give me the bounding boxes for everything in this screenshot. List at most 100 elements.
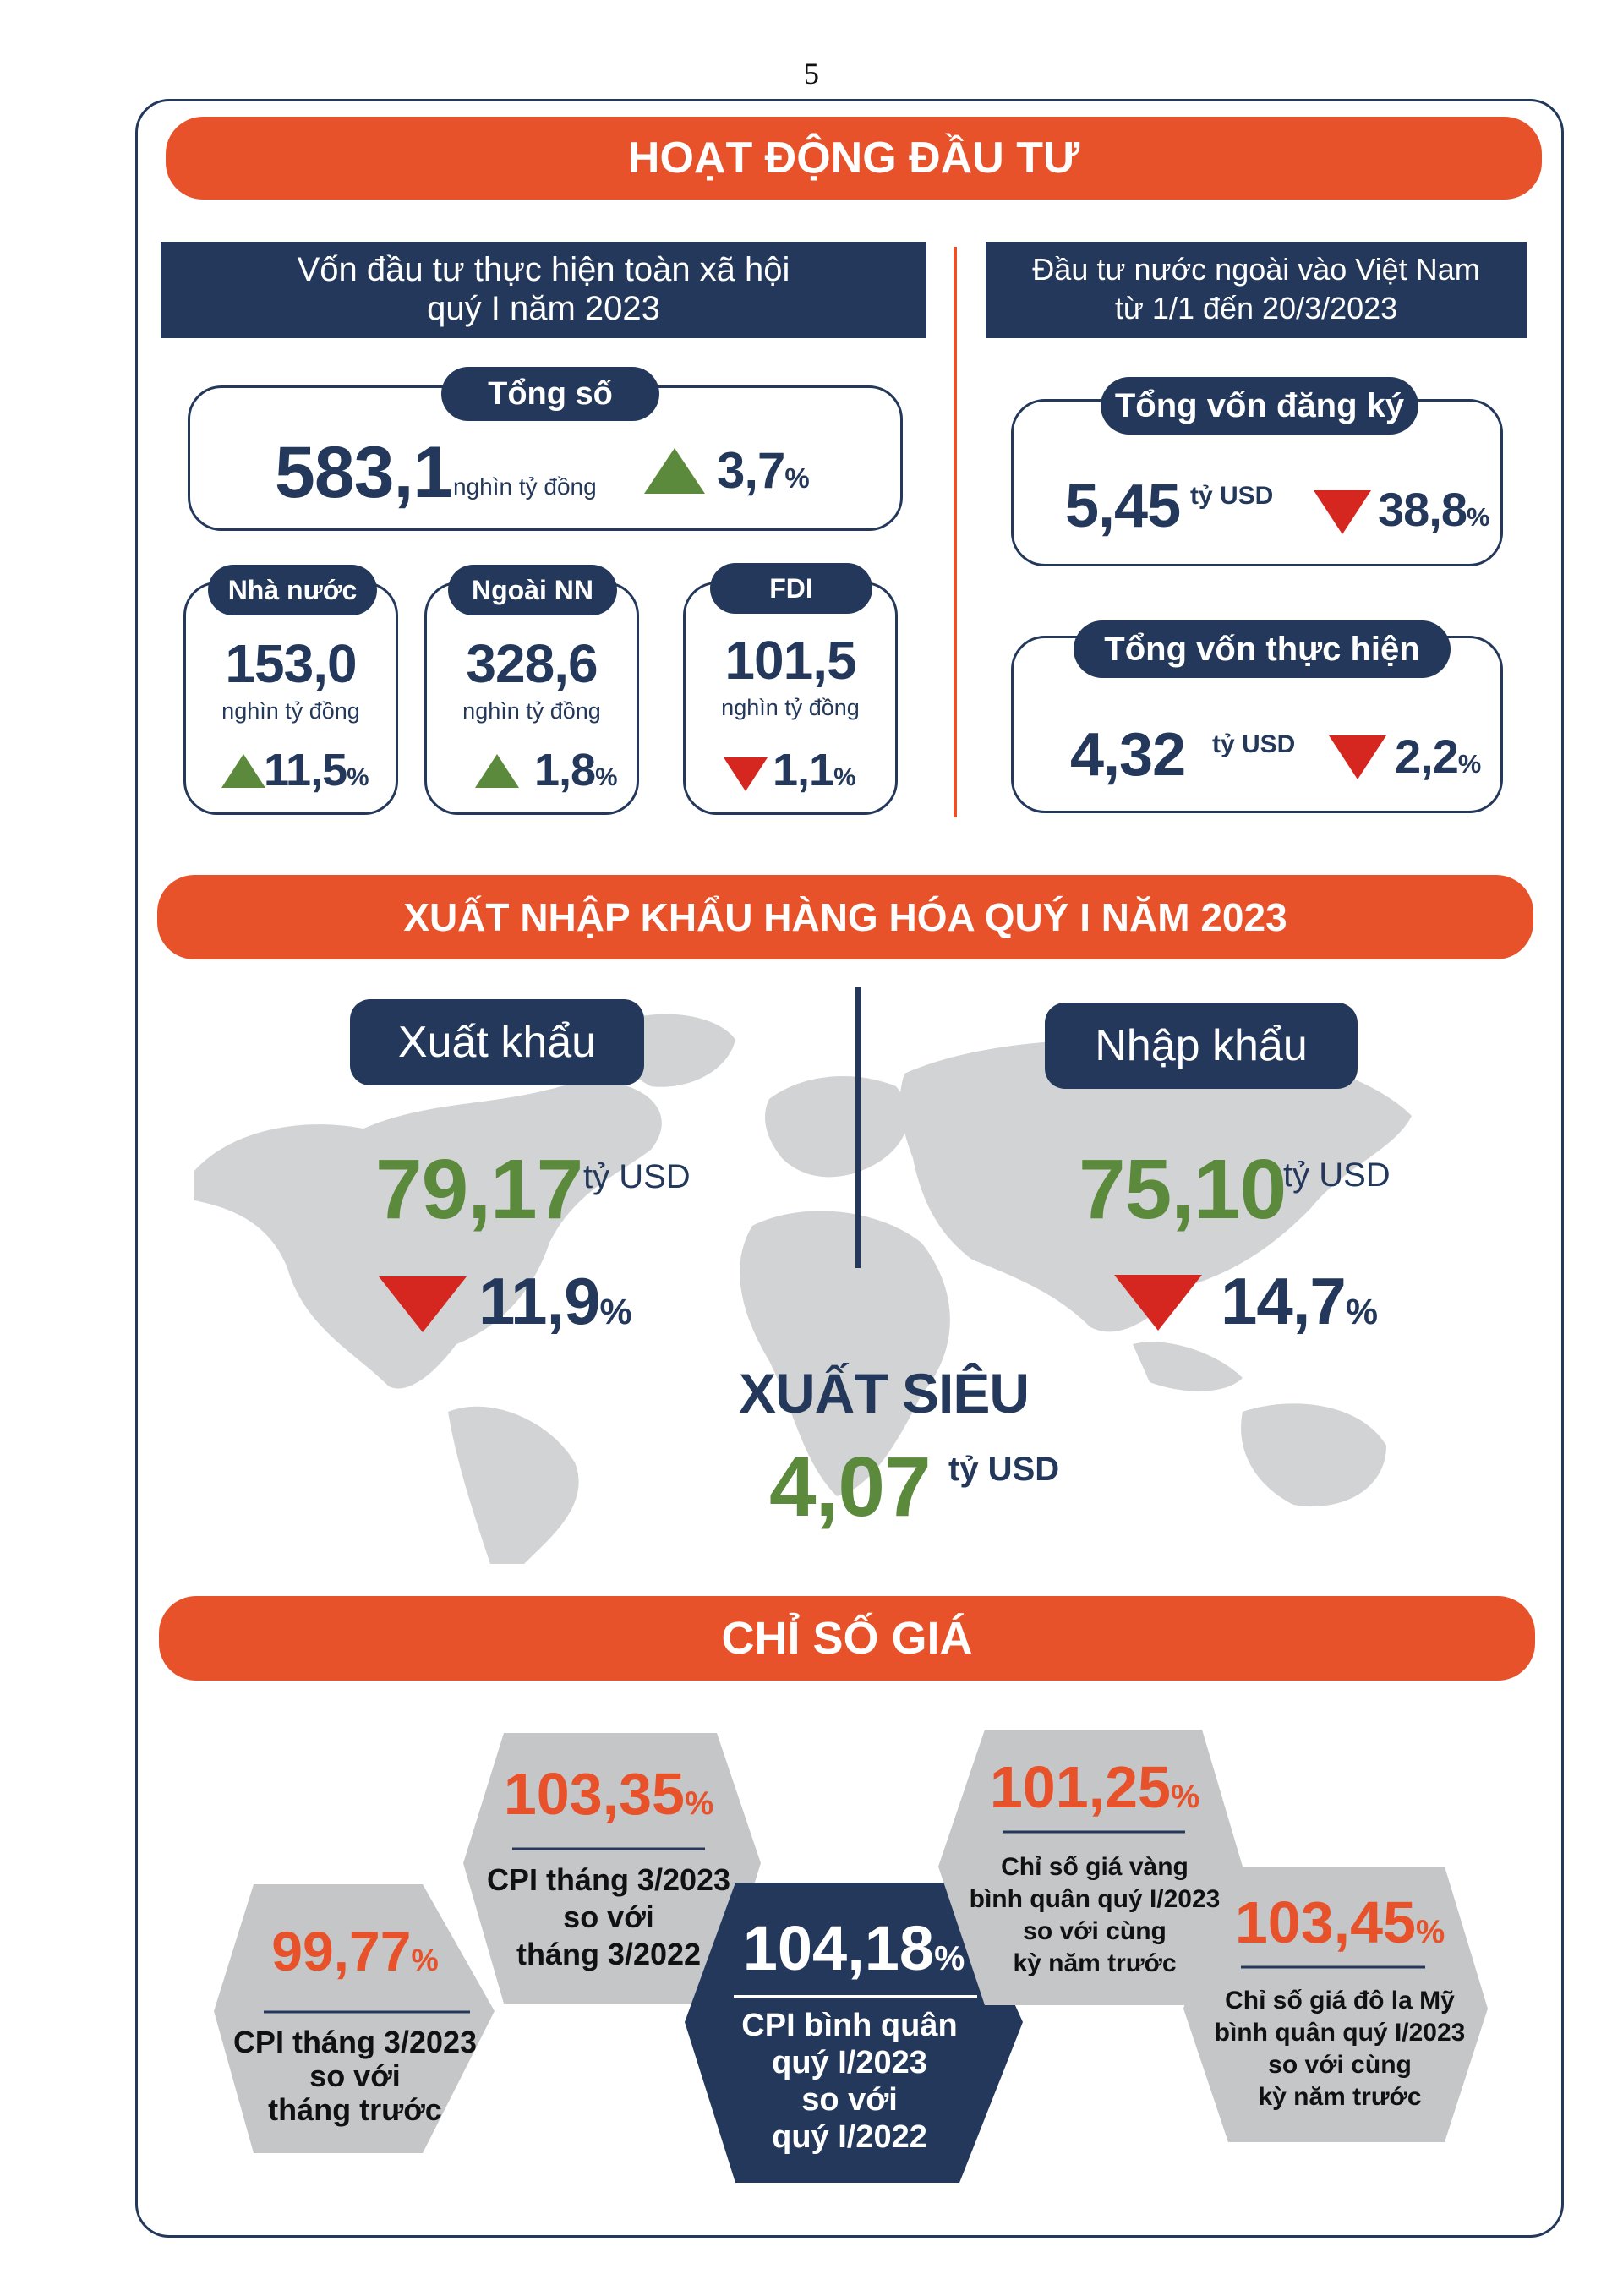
total-unit: nghìn tỷ đồng — [453, 473, 597, 500]
fdi-registered-label: Tổng vốn đăng ký — [1101, 377, 1418, 435]
part-down-icon-fdi — [724, 757, 768, 791]
right-header-line2: từ 1/1 đến 20/3/2023 — [1114, 291, 1398, 325]
part-label-fdi: FDI — [710, 563, 872, 614]
usd-value: 103,45% — [1234, 1889, 1445, 1955]
export-value: 79,17 — [375, 1142, 583, 1237]
part-value-private: 328,6 — [466, 633, 598, 694]
right-header: Đầu tư nước ngoài vào Việt Nam từ 1/1 đế… — [986, 242, 1527, 338]
part-label-state: Nhà nước — [208, 565, 377, 615]
gold-line3: so với cùng — [1023, 1917, 1167, 1945]
cpi-quarter-caption: CPI bình quân quý I/2023 so với quý I/20… — [719, 2007, 981, 2156]
part-unit-state: nghìn tỷ đồng — [221, 698, 360, 724]
part-value-state: 153,0 — [225, 633, 357, 694]
cpi-month-line2: so với — [309, 2058, 401, 2093]
fdi-disbursed-unit: tỷ USD — [1212, 730, 1296, 758]
cpi-month-line3: tháng trước — [268, 2092, 442, 2127]
cpi-month-line1: CPI tháng 3/2023 — [232, 2025, 478, 2059]
import-unit: tỷ USD — [1283, 1156, 1391, 1194]
part-unit-private: nghìn tỷ đồng — [462, 698, 601, 724]
cpi-year-line2: so với — [563, 1900, 654, 1934]
fdi-registered-down-icon — [1314, 490, 1371, 534]
world-map-image — [194, 1014, 1412, 1564]
fdi-disbursed-value: 4,32 — [1070, 721, 1186, 789]
usd-line4: kỳ năm trước — [1258, 2083, 1422, 2111]
cpi-year-line1: CPI tháng 3/2023 — [486, 1862, 731, 1897]
part-value-fdi: 101,5 — [724, 630, 856, 691]
usd-line3: so với cùng — [1268, 2051, 1412, 2079]
import-label: Nhập khẩu — [1045, 1003, 1358, 1089]
fdi-registered-unit: tỷ USD — [1190, 482, 1274, 510]
hex-cpi-quarter — [685, 1883, 1023, 2183]
cpi-quarter-line2: quý I/2023 — [772, 2045, 927, 2080]
cpi-quarter-line4: quý I/2022 — [772, 2119, 927, 2155]
left-header-line1: Vốn đầu tư thực hiện toàn xã hội — [297, 251, 790, 288]
cpi-month-value: 99,77% — [271, 1920, 439, 1982]
part-up-icon-private — [475, 754, 519, 788]
fdi-disbursed-label: Tổng vốn thực hiện — [1074, 620, 1451, 678]
total-value: 583,1 — [275, 432, 453, 513]
cpi-quarter-value: 104,18% — [742, 1913, 965, 1983]
cpi-year-caption: CPI tháng 3/2023 so với tháng 3/2022 — [482, 1861, 735, 1973]
fdi-registered-change: 38,8% — [1378, 483, 1489, 536]
import-down-icon — [1114, 1275, 1202, 1331]
fdi-registered-value: 5,45 — [1065, 473, 1181, 540]
total-change: 3,7% — [717, 442, 810, 499]
map-greenland — [615, 1014, 735, 1087]
cpi-month-caption: CPI tháng 3/2023 so với tháng trước — [228, 2025, 482, 2127]
cpi-quarter-line3: so với — [801, 2082, 898, 2118]
fdi-disbursed-down-icon — [1329, 735, 1386, 779]
export-unit: tỷ USD — [583, 1158, 691, 1195]
part-label-private: Ngoài NN — [448, 565, 617, 615]
part-change-state: 11,5% — [264, 745, 369, 795]
trade-banner: XUẤT NHẬP KHẨU HÀNG HÓA QUÝ I NĂM 2023 — [157, 875, 1533, 959]
map-north-america — [194, 1080, 662, 1389]
part-change-private: 1,8% — [534, 745, 618, 795]
left-header-line2: quý I năm 2023 — [427, 290, 660, 327]
section-divider — [954, 247, 957, 817]
map-asia — [899, 1040, 1412, 1332]
fdi-disbursed-change: 2,2% — [1395, 730, 1481, 783]
part-card-private — [424, 582, 639, 815]
hex-gold — [938, 1730, 1243, 2005]
part-up-icon-state — [221, 754, 265, 788]
export-down-icon — [379, 1276, 467, 1332]
surplus-label: XUẤT SIÊU — [739, 1362, 1030, 1424]
total-up-icon — [644, 448, 705, 494]
right-header-line1: Đầu tư nước ngoài vào Việt Nam — [1032, 252, 1480, 287]
usd-caption: Chỉ số giá đô la Mỹ bình quân quý I/2023… — [1209, 1985, 1471, 2113]
import-change: 14,7% — [1221, 1264, 1378, 1338]
map-southeast-asia — [1133, 1342, 1243, 1391]
hex-usd — [1183, 1867, 1488, 2142]
map-south-america — [448, 1406, 579, 1564]
cpi-quarter-line1: CPI bình quân — [741, 2008, 958, 2043]
gold-line1: Chỉ số giá vàng — [1001, 1853, 1189, 1881]
import-value: 75,10 — [1079, 1142, 1287, 1237]
export-change: 11,9% — [478, 1264, 632, 1338]
cpi-year-value: 103,35% — [503, 1761, 714, 1827]
investment-banner: HOẠT ĐỘNG ĐẦU TƯ — [166, 117, 1542, 200]
usd-line1: Chỉ số giá đô la Mỹ — [1225, 1987, 1455, 2014]
map-australia — [1241, 1403, 1386, 1506]
part-unit-fdi: nghìn tỷ đồng — [721, 695, 860, 720]
total-label: Tổng số — [441, 367, 659, 421]
hex-cpi-month — [214, 1884, 495, 2153]
hex-cpi-year — [463, 1733, 761, 2004]
gold-line2: bình quân quý I/2023 — [969, 1885, 1221, 1913]
cpi-year-line3: tháng 3/2022 — [516, 1937, 702, 1971]
surplus-value: 4,07 — [769, 1440, 932, 1534]
gold-caption: Chỉ số giá vàng bình quân quý I/2023 so … — [964, 1851, 1226, 1980]
trade-divider — [855, 987, 861, 1268]
left-header: Vốn đầu tư thực hiện toàn xã hội quý I n… — [161, 242, 926, 338]
gold-line4: kỳ năm trước — [1013, 1949, 1177, 1977]
export-label: Xuất khẩu — [350, 999, 644, 1085]
part-card-state — [183, 582, 398, 815]
map-africa — [740, 1211, 950, 1496]
usd-line2: bình quân quý I/2023 — [1214, 2019, 1466, 2047]
surplus-unit: tỷ USD — [948, 1451, 1060, 1488]
part-card-fdi — [683, 582, 898, 815]
page-frame — [135, 99, 1564, 2238]
part-change-fdi: 1,1% — [773, 745, 856, 795]
page-number: 5 — [804, 57, 819, 90]
map-europe — [765, 1076, 909, 1178]
